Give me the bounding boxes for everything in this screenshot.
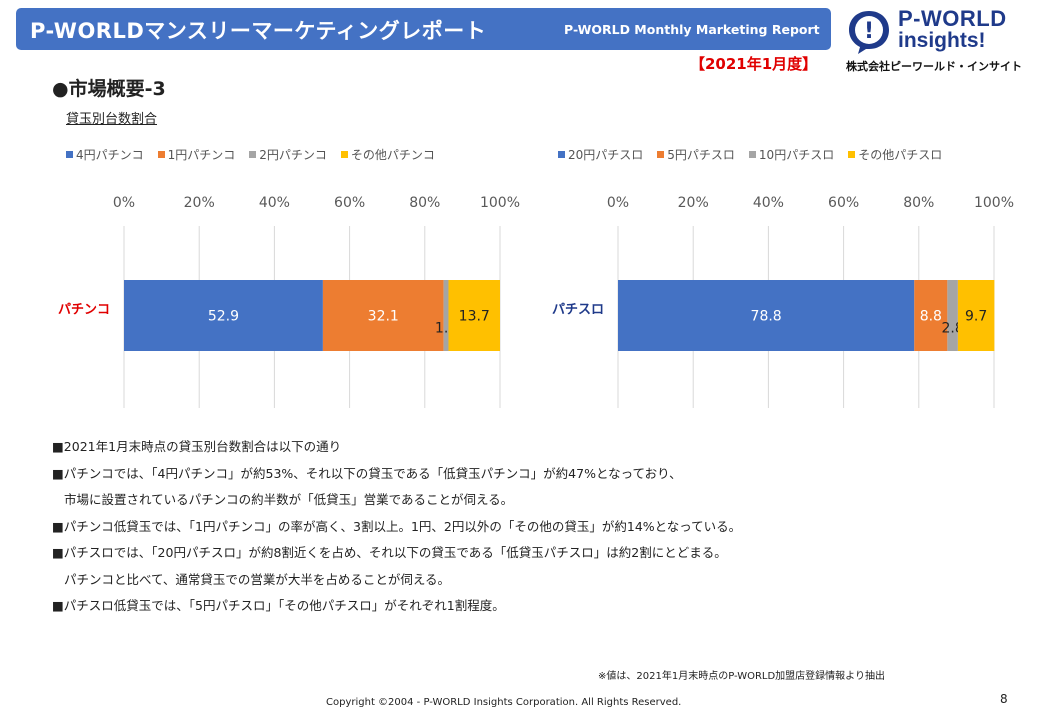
tick-label: 60% bbox=[828, 195, 859, 211]
category-label: パチスロ bbox=[552, 303, 604, 318]
data-label: 13.7 bbox=[459, 309, 490, 325]
logo-text-line1: P-WORLD bbox=[898, 6, 1007, 31]
data-label: 8.8 bbox=[920, 309, 942, 325]
legend-label: 1円パチンコ bbox=[167, 148, 236, 162]
legend-label: 4円パチンコ bbox=[76, 148, 144, 162]
tick-label: 80% bbox=[409, 195, 440, 211]
legend-entry: 5円パチスロ bbox=[657, 146, 735, 163]
chart-pachislo: 0% 20% 40% 60% 80% 100%パチスロ 78.8 8.82.89.7 bbox=[552, 195, 1014, 408]
bar-segment bbox=[124, 280, 323, 351]
legend-entry: 2円パチンコ bbox=[249, 146, 327, 163]
report-date: 【2021年1月度】 bbox=[690, 55, 818, 73]
legend-swatch bbox=[748, 151, 756, 158]
bar-segment bbox=[914, 280, 948, 351]
data-source-note: ※値は、2021年1月末時点のP-WORLD加盟店登録情報より抽出 bbox=[598, 671, 885, 682]
copyright: Copyright ©2004 - P-WORLD Insights Corpo… bbox=[326, 697, 682, 708]
bullet-item: 市場に設置されているパチンコの約半数が「低貸玉」営業であることが伺える。 bbox=[64, 492, 514, 507]
bullet-item: ■パチスロでは、「20円パチスロ」が約8割近くを占め、それ以下の貸玉である「低貸… bbox=[52, 545, 727, 560]
data-label: 78.8 bbox=[751, 309, 782, 325]
tick-label: 100% bbox=[480, 195, 520, 211]
title-bar: P-WORLDマンスリーマーケティングレポート P-WORLD Monthly … bbox=[16, 8, 831, 50]
bullet-item: ■パチンコでは、「4円パチンコ」が約53%、それ以下の貸玉である「低貸玉パチンコ… bbox=[52, 465, 682, 481]
data-label: 52.9 bbox=[208, 309, 239, 325]
legend-swatch bbox=[157, 151, 165, 158]
tick-label: 80% bbox=[903, 195, 934, 211]
legend-entry: 1円パチンコ bbox=[157, 146, 236, 163]
data-label: 9.7 bbox=[965, 309, 987, 325]
legend-swatch bbox=[66, 151, 73, 158]
legend-entry: その他パチスロ bbox=[848, 146, 942, 163]
section-title: ●市場概要-3 bbox=[52, 78, 166, 100]
legend-swatch bbox=[558, 151, 565, 158]
summary-bullets: ■2021年1月末時点の貸玉別台数割合は以下の通り ■パチンコでは、「4円パチンコ… bbox=[52, 434, 1012, 620]
report-title-english: P-WORLD Monthly Marketing Report bbox=[564, 22, 820, 37]
chart-subtitle: 貸玉別台数割合 bbox=[66, 112, 158, 127]
chart-pachinko: 0% 20% 40% 60% 80% 100%パチンコ 52.9 32.11.313.7 bbox=[58, 195, 520, 408]
legend-entry: 10円パチスロ bbox=[748, 146, 835, 163]
page-number: 8 bbox=[1000, 692, 1008, 706]
legend-entry: 20円パチスロ bbox=[558, 146, 643, 163]
report-title: P-WORLDマンスリーマーケティングレポート bbox=[30, 19, 487, 43]
logo-mark-icon: ! bbox=[849, 11, 889, 54]
legend-swatch bbox=[249, 151, 257, 158]
tick-label: 20% bbox=[678, 195, 709, 211]
bar-segment bbox=[957, 280, 995, 351]
tick-label: 40% bbox=[753, 195, 784, 211]
tick-label: 40% bbox=[259, 195, 290, 211]
bullet-item: パチンコと比べて、通常貸玉での営業が大半を占めることが伺える。 bbox=[64, 571, 451, 587]
tick-label: 20% bbox=[184, 195, 215, 211]
legend-entry: 4円パチンコ bbox=[66, 146, 144, 163]
bullet-item: ■パチスロ低貸玉では、「5円パチスロ」「その他パチスロ」がそれぞれ1割程度。 bbox=[52, 598, 505, 613]
logo-mark-glyph: ! bbox=[864, 19, 874, 44]
legend-label: 5円パチスロ bbox=[667, 148, 735, 162]
legend-label: 20円パチスロ bbox=[568, 148, 644, 162]
legend-label: その他パチスロ bbox=[858, 148, 943, 162]
bar-segment bbox=[618, 280, 915, 351]
bar-segment bbox=[322, 280, 444, 351]
legend-swatch bbox=[848, 151, 856, 158]
legend-label: 10円パチスロ bbox=[758, 148, 835, 162]
bar-segment bbox=[443, 280, 449, 351]
tick-label: 0% bbox=[113, 195, 135, 211]
bullet-item: ■パチンコ低貸玉では、「1円パチンコ」の率が高く、3割以上。1円、2円以外の「そ… bbox=[52, 518, 742, 534]
bar-segment bbox=[947, 280, 958, 351]
legend-entry: その他パチンコ bbox=[340, 146, 435, 163]
tick-label: 100% bbox=[974, 195, 1014, 211]
legend-swatch bbox=[340, 151, 348, 158]
company-logo: ! P-WORLD insights! 株式会社ピーワールド・インサイト bbox=[846, 6, 1036, 76]
legend-pachinko: 4円パチンコ 1円パチンコ 2円パチンコ その他パチンコ bbox=[66, 146, 435, 163]
bullet-item: ■2021年1月末時点の貸玉別台数割合は以下の通り bbox=[52, 439, 342, 454]
legend-label: その他パチンコ bbox=[350, 148, 435, 162]
legend-label: 2円パチンコ bbox=[259, 148, 327, 162]
bar-segment bbox=[448, 280, 500, 351]
legend-pachislo: 20円パチスロ 5円パチスロ 10円パチスロ その他パチスロ bbox=[558, 146, 942, 163]
legend-swatch bbox=[657, 151, 665, 158]
category-label: パチンコ bbox=[58, 303, 110, 318]
logo-text-line2: insights! bbox=[898, 29, 986, 52]
data-label: 32.1 bbox=[368, 309, 399, 325]
tick-label: 60% bbox=[334, 195, 365, 211]
tick-label: 0% bbox=[607, 195, 629, 211]
logo-company-name: 株式会社ピーワールド・インサイト bbox=[846, 60, 1022, 73]
